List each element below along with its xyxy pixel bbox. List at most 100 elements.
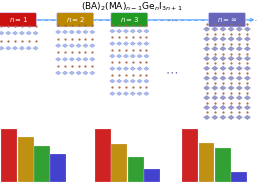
Polygon shape	[130, 79, 135, 83]
Polygon shape	[12, 46, 18, 50]
Polygon shape	[144, 54, 149, 58]
Polygon shape	[244, 105, 251, 110]
Bar	[182, 129, 198, 182]
Polygon shape	[236, 115, 242, 120]
Polygon shape	[244, 96, 251, 100]
Polygon shape	[137, 54, 142, 58]
Polygon shape	[116, 54, 122, 58]
Polygon shape	[220, 37, 226, 41]
Polygon shape	[130, 29, 135, 33]
Polygon shape	[19, 31, 25, 35]
Polygon shape	[204, 105, 210, 110]
Polygon shape	[244, 56, 251, 61]
Polygon shape	[0, 31, 4, 35]
Polygon shape	[204, 37, 210, 41]
Polygon shape	[83, 44, 88, 47]
Bar	[1, 129, 17, 182]
Polygon shape	[220, 86, 226, 90]
Polygon shape	[123, 29, 129, 33]
Polygon shape	[123, 67, 129, 70]
Text: $\cdots$: $\cdots$	[166, 15, 177, 25]
Polygon shape	[204, 46, 210, 51]
Polygon shape	[130, 54, 135, 58]
Polygon shape	[56, 57, 61, 61]
Polygon shape	[220, 96, 226, 100]
Polygon shape	[26, 46, 31, 50]
Polygon shape	[220, 56, 226, 61]
Bar	[203, 22, 251, 125]
Text: $n = \infty$: $n = \infty$	[217, 16, 237, 24]
Polygon shape	[144, 79, 149, 83]
Polygon shape	[236, 105, 242, 110]
Polygon shape	[204, 76, 210, 80]
Polygon shape	[6, 46, 11, 50]
Polygon shape	[144, 29, 149, 33]
Polygon shape	[212, 46, 218, 51]
Polygon shape	[212, 115, 218, 120]
Polygon shape	[144, 92, 149, 95]
Polygon shape	[69, 44, 74, 47]
Polygon shape	[62, 30, 68, 34]
Bar	[0, 22, 39, 60]
Polygon shape	[12, 31, 18, 35]
Polygon shape	[90, 44, 95, 47]
Polygon shape	[144, 67, 149, 70]
Polygon shape	[236, 86, 242, 90]
Polygon shape	[26, 31, 31, 35]
Polygon shape	[110, 67, 115, 70]
Polygon shape	[56, 30, 61, 34]
Polygon shape	[228, 37, 234, 41]
Polygon shape	[123, 42, 129, 46]
Polygon shape	[220, 46, 226, 51]
Text: (BA)$_2$(MA)$_{n-1}$Ge$_n$I$_{3n+1}$: (BA)$_2$(MA)$_{n-1}$Ge$_n$I$_{3n+1}$	[81, 1, 183, 13]
Polygon shape	[220, 115, 226, 120]
Polygon shape	[244, 76, 251, 80]
Polygon shape	[220, 105, 226, 110]
Bar	[215, 148, 231, 182]
Polygon shape	[69, 57, 74, 61]
Text: $n = 1$: $n = 1$	[8, 15, 27, 24]
Polygon shape	[116, 79, 122, 83]
Polygon shape	[212, 27, 218, 31]
Polygon shape	[110, 29, 115, 33]
Polygon shape	[123, 54, 129, 58]
Polygon shape	[130, 42, 135, 46]
Polygon shape	[76, 30, 81, 34]
Polygon shape	[236, 66, 242, 70]
Polygon shape	[56, 71, 61, 75]
Polygon shape	[110, 79, 115, 83]
Polygon shape	[69, 71, 74, 75]
Polygon shape	[110, 54, 115, 58]
Polygon shape	[244, 66, 251, 70]
Polygon shape	[33, 31, 38, 35]
Polygon shape	[76, 44, 81, 47]
Polygon shape	[228, 86, 234, 90]
Polygon shape	[220, 27, 226, 31]
Bar	[111, 144, 127, 182]
Polygon shape	[76, 71, 81, 75]
Bar	[34, 146, 50, 182]
Polygon shape	[244, 115, 251, 120]
FancyBboxPatch shape	[209, 13, 246, 27]
Polygon shape	[130, 67, 135, 70]
Polygon shape	[204, 27, 210, 31]
Polygon shape	[212, 76, 218, 80]
Polygon shape	[0, 46, 4, 50]
Polygon shape	[116, 42, 122, 46]
Polygon shape	[204, 56, 210, 61]
Polygon shape	[116, 67, 122, 70]
Polygon shape	[236, 76, 242, 80]
Polygon shape	[228, 105, 234, 110]
Polygon shape	[236, 27, 242, 31]
Polygon shape	[62, 44, 68, 47]
Polygon shape	[137, 42, 142, 46]
Polygon shape	[144, 42, 149, 46]
Polygon shape	[116, 92, 122, 95]
Polygon shape	[137, 67, 142, 70]
Polygon shape	[236, 96, 242, 100]
Polygon shape	[228, 46, 234, 51]
Polygon shape	[204, 66, 210, 70]
Polygon shape	[116, 29, 122, 33]
Bar	[18, 137, 34, 182]
Polygon shape	[83, 30, 88, 34]
